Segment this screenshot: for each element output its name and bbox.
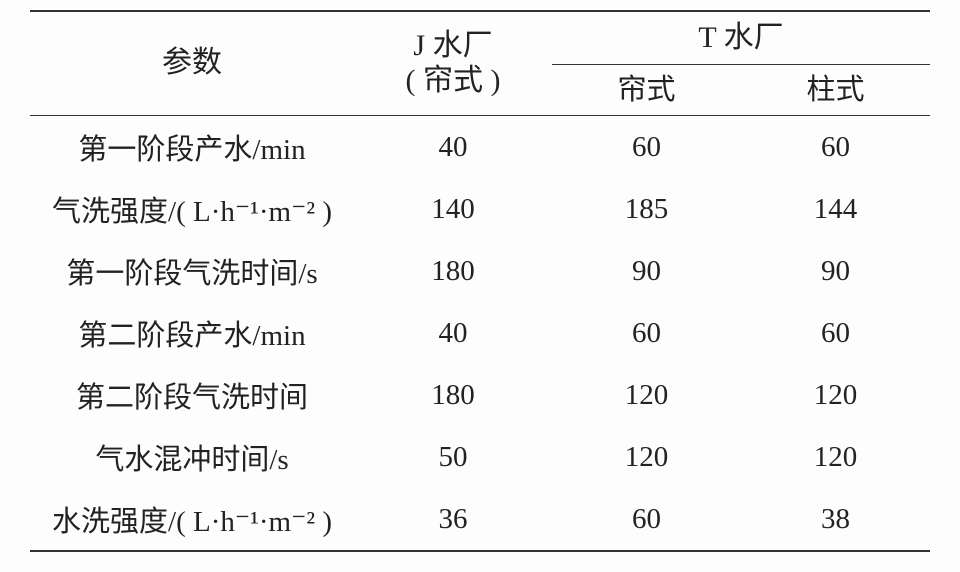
cell-t1: 60 <box>552 488 741 551</box>
j-plant-line1: J 水厂 <box>354 29 552 64</box>
row-label: 第一阶段气洗时间/s <box>30 240 354 302</box>
table-row: 第二阶段气洗时间 180 120 120 <box>30 364 930 426</box>
cell-t2: 60 <box>741 302 930 364</box>
cell-t1: 120 <box>552 364 741 426</box>
cell-j: 36 <box>354 488 552 551</box>
parameters-table: 参数 J 水厂 ( 帘式 ) T 水厂 帘式 柱式 第一阶段产水/min 40 … <box>30 10 930 552</box>
cell-t2: 38 <box>741 488 930 551</box>
cell-j: 180 <box>354 364 552 426</box>
row-label: 气洗强度/( L·h⁻¹·m⁻² ) <box>30 178 354 240</box>
cell-t1: 90 <box>552 240 741 302</box>
cell-t1: 60 <box>552 302 741 364</box>
row-label: 第一阶段产水/min <box>30 116 354 179</box>
table-row: 第一阶段气洗时间/s 180 90 90 <box>30 240 930 302</box>
row-label: 第二阶段气洗时间 <box>30 364 354 426</box>
row-label: 气水混冲时间/s <box>30 426 354 488</box>
col-header-t-sub1: 帘式 <box>552 65 741 116</box>
cell-j: 40 <box>354 116 552 179</box>
cell-t1: 120 <box>552 426 741 488</box>
table-row: 气水混冲时间/s 50 120 120 <box>30 426 930 488</box>
cell-t2: 120 <box>741 426 930 488</box>
j-plant-line2: ( 帘式 ) <box>354 64 552 99</box>
col-header-j-plant: J 水厂 ( 帘式 ) <box>354 11 552 116</box>
col-header-param-text: 参数 <box>162 44 222 83</box>
col-header-t-sub2: 柱式 <box>741 65 930 116</box>
cell-j: 180 <box>354 240 552 302</box>
row-label: 第二阶段产水/min <box>30 302 354 364</box>
cell-t1: 185 <box>552 178 741 240</box>
table-row: 第二阶段产水/min 40 60 60 <box>30 302 930 364</box>
table-row: 第一阶段产水/min 40 60 60 <box>30 116 930 179</box>
table-row: 水洗强度/( L·h⁻¹·m⁻² ) 36 60 38 <box>30 488 930 551</box>
table-row: 气洗强度/( L·h⁻¹·m⁻² ) 140 185 144 <box>30 178 930 240</box>
col-header-param: 参数 <box>30 11 354 116</box>
cell-t2: 60 <box>741 116 930 179</box>
cell-t2: 144 <box>741 178 930 240</box>
cell-j: 140 <box>354 178 552 240</box>
cell-t2: 120 <box>741 364 930 426</box>
col-header-t-plant-span: T 水厂 <box>552 11 930 65</box>
cell-j: 40 <box>354 302 552 364</box>
cell-j: 50 <box>354 426 552 488</box>
cell-t1: 60 <box>552 116 741 179</box>
row-label: 水洗强度/( L·h⁻¹·m⁻² ) <box>30 488 354 551</box>
cell-t2: 90 <box>741 240 930 302</box>
